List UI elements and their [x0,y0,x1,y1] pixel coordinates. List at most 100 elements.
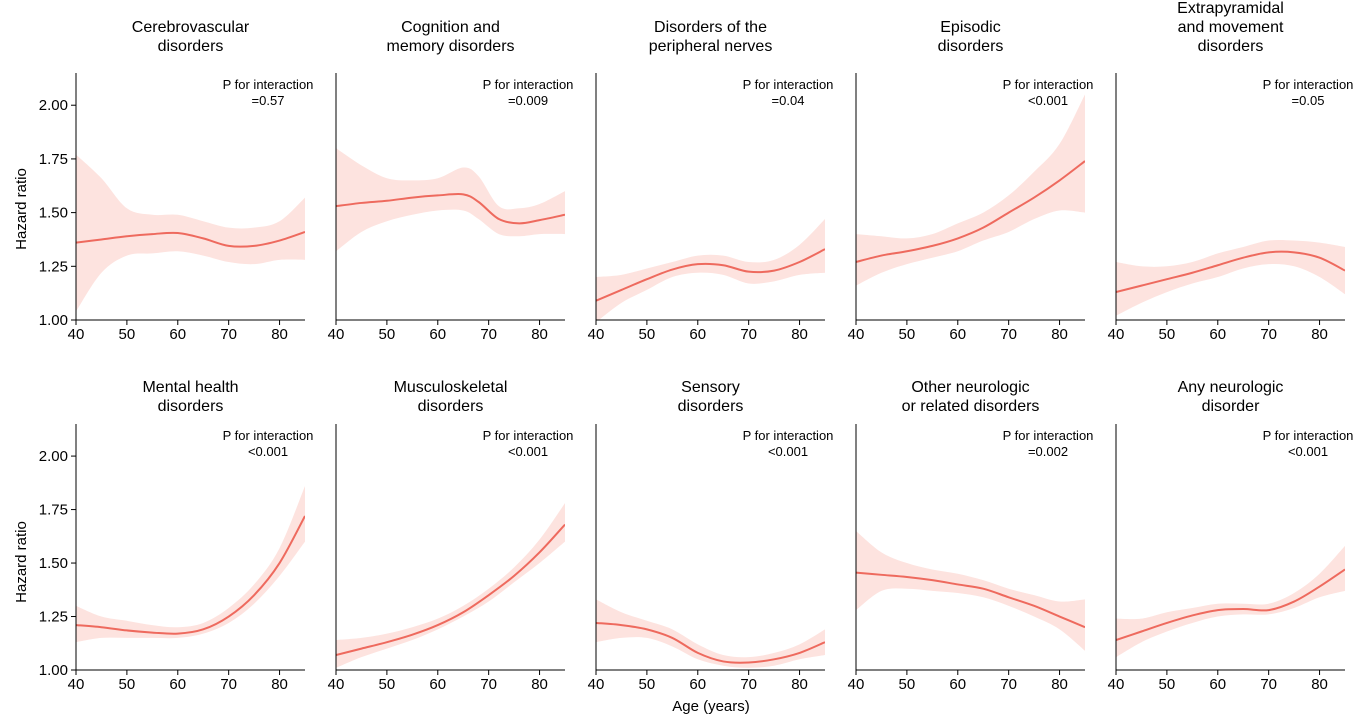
panel-8-title-line-2: disorders [678,398,744,415]
panel-6-x-tick-label-70: 70 [220,676,237,693]
panel-7-x-tick-label-70: 70 [480,676,497,693]
panel-6-hr-line [76,515,305,635]
panel-7-ci-band [336,503,565,668]
panel-6-title-line-1: Mental health [142,379,238,396]
panel-5-p-annotation-2: =0.05 [1292,93,1325,108]
panel-1-p-annotation-1: P for interaction [223,77,314,92]
panel-7-x-tick-label-80: 80 [531,676,548,693]
panel-3-p-annotation-2: =0.04 [772,93,805,108]
panel-9-title-line-2: or related disorders [902,398,1040,415]
panel-8-x-tick-label-70: 70 [740,676,757,693]
panel-4-x-tick-label-60: 60 [949,326,966,343]
panel-6-y-tick-label-1.75: 1.75 [39,502,68,519]
panel-6-ci-band [76,486,305,643]
panel-7-x-tick-label-50: 50 [379,676,396,693]
panel-5-x-tick-label-40: 40 [1108,326,1125,343]
panel-2-ci-band [336,148,565,252]
panel-4-p-annotation-2: <0.001 [1028,93,1068,108]
panel-1-y-tick-label-1.5: 1.50 [39,205,68,222]
panel-6-y-tick-label-1.25: 1.25 [39,609,68,626]
panel-7-x-tick-label-60: 60 [429,676,446,693]
panel-4-title-line-1: Episodic [940,19,1000,36]
panel-4-x-tick-label-80: 80 [1051,326,1068,343]
panel-6-x-tick-label-60: 60 [169,676,186,693]
panel-5-title-line-1: Extrapyramidal [1177,0,1284,17]
panel-2-x-tick-label-40: 40 [328,326,345,343]
panel-3-title-line-2: peripheral nerves [649,38,773,55]
panel-2-title-line-1: Cognition and [401,19,500,36]
panel-1-y-tick-label-1: 1.00 [39,312,68,329]
panel-4-hr-line [856,160,1085,263]
panel-5-x-tick-label-70: 70 [1260,326,1277,343]
panel-1-ci-band [76,154,305,312]
panel-4-p-annotation-1: P for interaction [1003,77,1094,92]
panel-4-x-tick-label-70: 70 [1000,326,1017,343]
panel-2-p-annotation-2: =0.009 [508,93,548,108]
panel-6-x-tick-label-40: 40 [68,676,85,693]
panel-4: 40 50 60 70 80 Episodic disorders P for interac… [848,19,1094,343]
panel-9-x-tick-label-70: 70 [1000,676,1017,693]
panels-group: 40 50 60 70 80 1.00 1.25 1.50 1.75 2.00 Cerebrovas… [39,0,1354,693]
panel-8-x-tick-label-40: 40 [588,676,605,693]
panel-4-ci-band [856,94,1085,286]
panel-3-title-line-1: Disorders of the [654,19,767,36]
panel-3-x-tick-label-40: 40 [588,326,605,343]
panel-6-y-tick-label-1: 1.00 [39,662,68,679]
panel-8-p-annotation-1: P for interaction [743,428,834,443]
panel-3-p-annotation-1: P for interaction [743,77,834,92]
panel-1-x-tick-label-70: 70 [220,326,237,343]
panel-1-title-line-1: Cerebrovascular [132,19,250,36]
panel-9-title-line-1: Other neurologic [911,379,1029,396]
panel-5-title-line-3: disorders [1198,38,1264,55]
panel-3-ci-band [596,219,825,320]
panel-8-x-tick-label-50: 50 [639,676,656,693]
panel-1-x-tick-label-50: 50 [119,326,136,343]
panel-10-p-annotation-2: <0.001 [1288,444,1328,459]
panel-7-p-annotation-1: P for interaction [483,428,574,443]
y-axis-label-row1: Hazard ratio [13,168,30,250]
panel-1-x-tick-label-40: 40 [68,326,85,343]
panel-6-x-tick-label-50: 50 [119,676,136,693]
panel-1-y-tick-label-1.75: 1.75 [39,151,68,168]
panel-2-x-tick-label-50: 50 [379,326,396,343]
panel-10-x-tick-label-70: 70 [1260,676,1277,693]
panel-5-x-tick-label-50: 50 [1159,326,1176,343]
panel-1-x-tick-label-60: 60 [169,326,186,343]
panel-7-title-line-2: disorders [418,398,484,415]
panel-8: 40 50 60 70 80 Sensory disorders P for interact… [588,379,834,693]
panel-1-x-tick-label-80: 80 [271,326,288,343]
panel-4-x-tick-label-50: 50 [899,326,916,343]
panel-4-x-tick-label-40: 40 [848,326,865,343]
panel-10-x-tick-label-80: 80 [1311,676,1328,693]
panel-9-p-annotation-2: =0.002 [1028,444,1068,459]
panel-8-x-tick-label-80: 80 [791,676,808,693]
panel-6-p-annotation-2: <0.001 [248,444,288,459]
panel-7-hr-line [336,523,565,656]
x-axis-label: Age (years) [672,698,750,715]
panel-6-x-tick-label-80: 80 [271,676,288,693]
panel-8-p-annotation-2: <0.001 [768,444,808,459]
panel-2-title-line-2: memory disorders [386,38,514,55]
y-axis-label-row2: Hazard ratio [13,521,30,603]
panel-6-p-annotation-1: P for interaction [223,428,314,443]
panel-10-ci-band [1116,545,1345,658]
panel-6-title-line-2: disorders [158,398,224,415]
panel-5-x-tick-label-80: 80 [1311,326,1328,343]
panel-7-x-tick-label-40: 40 [328,676,345,693]
panel-1-y-tick-label-2: 2.00 [39,97,68,114]
panel-3-x-tick-label-50: 50 [639,326,656,343]
panel-5-title-line-2: and movement [1178,19,1284,36]
panel-8-x-tick-label-60: 60 [689,676,706,693]
panel-9-x-tick-label-80: 80 [1051,676,1068,693]
panel-5-hr-line [1116,250,1345,294]
panel-8-ci-band [596,599,825,668]
panel-3-x-tick-label-70: 70 [740,326,757,343]
panel-7-p-annotation-2: <0.001 [508,444,548,459]
panel-2-p-annotation-1: P for interaction [483,77,574,92]
panel-7-title-line-1: Musculoskeletal [394,379,508,396]
panel-10-title-line-1: Any neurologic [1178,379,1284,396]
panel-8-hr-line [596,621,825,664]
panel-10-x-tick-label-50: 50 [1159,676,1176,693]
